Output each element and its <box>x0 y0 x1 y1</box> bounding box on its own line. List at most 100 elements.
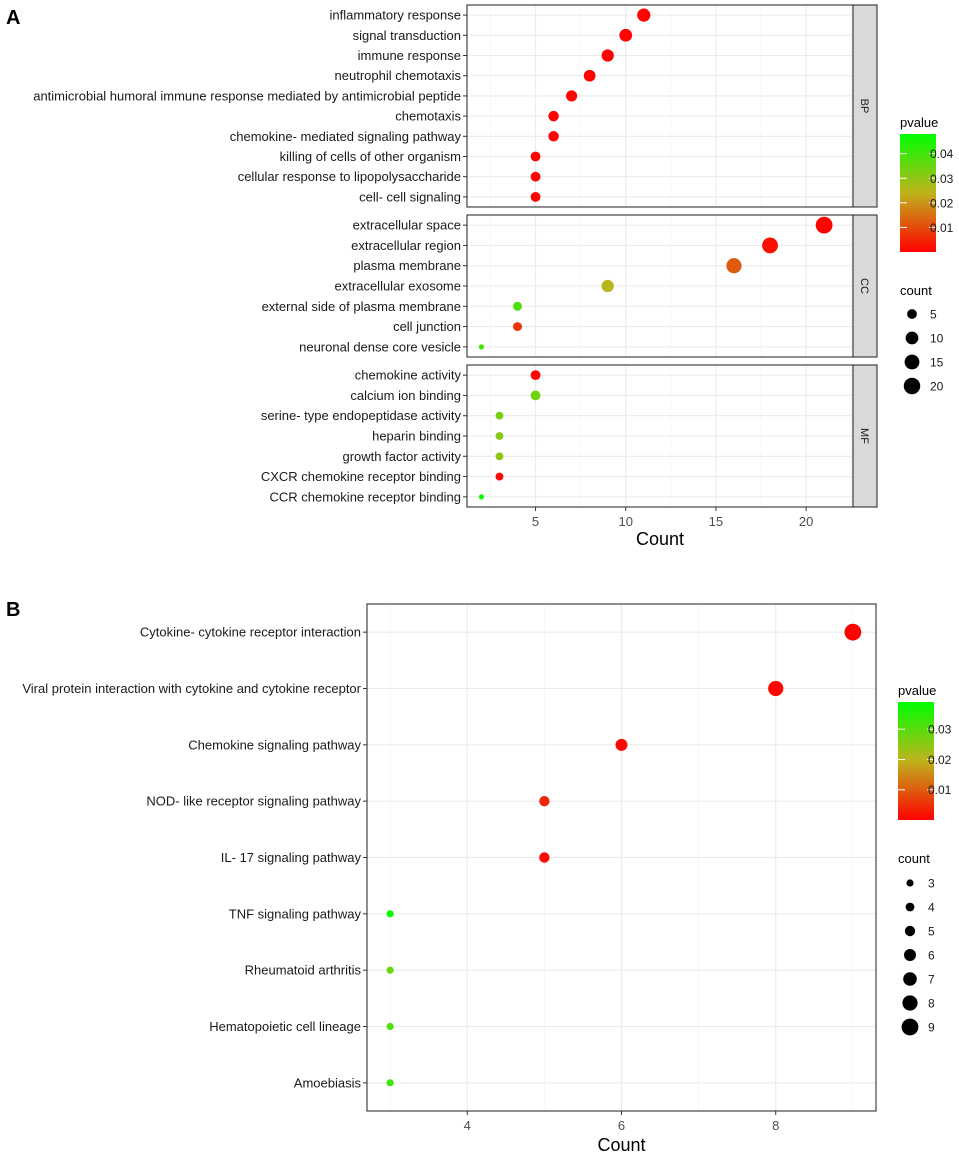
y-tick-label: extracellular space <box>353 218 461 233</box>
size-legend-key <box>903 972 917 986</box>
facet-strip <box>852 4 878 208</box>
size-legend-key <box>907 309 917 319</box>
data-point <box>539 852 550 863</box>
colorbar-tick-label: 0.01 <box>928 783 952 797</box>
pvalue-colorbar: pvalue 0.03 0.02 0.01 <box>898 683 952 820</box>
facet-panel-background <box>467 5 853 207</box>
facet-strip-label: BP <box>858 99 870 114</box>
size-legend-label: 3 <box>928 877 935 891</box>
data-point <box>386 910 394 918</box>
size-legend-key <box>904 925 916 937</box>
x-tick-label: 15 <box>709 514 723 529</box>
y-tick-label: cell- cell signaling <box>359 189 461 204</box>
data-point <box>513 301 522 311</box>
data-point <box>726 258 742 274</box>
data-point <box>530 390 541 401</box>
x-tick-label: 4 <box>464 1118 471 1133</box>
facet-strip <box>852 364 878 508</box>
colorbar-gradient <box>898 702 934 820</box>
size-legend-key <box>905 902 915 912</box>
y-tick-label: Amoebiasis <box>294 1075 362 1090</box>
data-point <box>601 49 614 62</box>
data-point <box>478 344 485 350</box>
data-point <box>548 131 559 142</box>
y-tick-label: Rheumatoid arthritis <box>245 963 362 978</box>
x-tick-label: 20 <box>799 514 813 529</box>
facet-strip <box>852 214 878 358</box>
panel-a-letter: A <box>6 7 20 29</box>
pvalue-colorbar: pvalue 0.04 0.03 0.02 0.01 <box>900 115 954 252</box>
size-legend-label: 8 <box>928 997 935 1011</box>
y-tick-label: plasma membrane <box>353 258 461 273</box>
data-point <box>513 322 522 332</box>
y-tick-label: external side of plasma membrane <box>262 299 461 314</box>
data-point <box>601 279 614 293</box>
size-legend-label: 15 <box>930 356 944 370</box>
data-point <box>566 90 578 102</box>
y-tick-label: antimicrobial humoral immune response me… <box>33 88 461 103</box>
size-legend-key <box>901 1018 919 1036</box>
y-tick-label: Chemokine signaling pathway <box>188 737 361 752</box>
data-point <box>619 28 633 42</box>
data-point <box>539 795 550 807</box>
y-tick-label: Hematopoietic cell lineage <box>209 1019 361 1034</box>
data-point <box>495 452 504 461</box>
y-tick-label: CXCR chemokine receptor binding <box>261 469 461 484</box>
facet-strip-label: MF <box>858 428 870 444</box>
size-legend-key <box>904 949 916 961</box>
size-legend-title: count <box>900 283 932 298</box>
data-point <box>478 494 485 500</box>
y-tick-label: CCR chemokine receptor binding <box>270 489 461 504</box>
x-axis-title: Count <box>597 1135 645 1154</box>
y-tick-label: neutrophil chemotaxis <box>335 68 462 83</box>
y-tick-label: signal transduction <box>353 28 461 43</box>
y-tick-label: heparin binding <box>372 429 461 444</box>
data-point <box>495 411 504 420</box>
x-axis-title: Count <box>636 529 684 549</box>
data-point <box>530 151 541 162</box>
y-tick-label: chemotaxis <box>395 109 461 124</box>
size-legend-key <box>906 879 914 887</box>
colorbar-tick-label: 0.04 <box>930 147 954 161</box>
facet-cc: extracellular space extracellular region p… <box>262 214 878 358</box>
y-tick-label: inflammatory response <box>330 8 462 23</box>
y-tick-label: neuronal dense core vesicle <box>299 339 461 354</box>
data-point <box>530 191 541 202</box>
count-size-legend: count 5 10 15 20 <box>900 283 944 395</box>
y-tick-label: NOD- like receptor signaling pathway <box>146 794 361 809</box>
count-size-legend: count 3 4 5 6 7 8 9 <box>898 851 935 1036</box>
size-legend-key <box>903 377 921 395</box>
data-point <box>768 680 784 697</box>
data-point <box>530 171 541 182</box>
data-point <box>844 623 862 641</box>
colorbar-tick-label: 0.01 <box>930 221 954 235</box>
size-legend-label: 4 <box>928 901 935 915</box>
data-point <box>386 1079 394 1087</box>
y-tick-label: serine- type endopeptidase activity <box>261 408 462 423</box>
data-point <box>762 237 778 254</box>
data-point <box>583 69 596 82</box>
x-tick-label: 6 <box>618 1118 625 1133</box>
data-point <box>548 110 559 122</box>
y-tick-label: growth factor activity <box>343 449 462 464</box>
data-point <box>815 216 833 234</box>
y-tick-label: killing of cells of other organism <box>280 149 461 164</box>
colorbar-tick-label: 0.03 <box>928 723 952 737</box>
colorbar-title: pvalue <box>898 683 936 698</box>
data-point <box>495 432 504 440</box>
data-point <box>495 472 504 481</box>
colorbar-tick-label: 0.03 <box>930 172 954 186</box>
size-legend-label: 10 <box>930 332 944 346</box>
y-tick-label: chemokine- mediated signaling pathway <box>230 129 462 144</box>
y-tick-label: IL- 17 signaling pathway <box>221 850 362 865</box>
y-tick-label: extracellular exosome <box>335 279 461 294</box>
colorbar-tick-label: 0.02 <box>930 196 954 210</box>
data-point <box>386 966 394 974</box>
y-tick-label: immune response <box>358 48 461 63</box>
facet-strip-label: CC <box>858 278 870 294</box>
facet-bp: inflammatory response signal transduction… <box>33 4 878 208</box>
size-legend-label: 9 <box>928 1021 935 1035</box>
size-legend-key <box>905 331 919 345</box>
size-legend-title: count <box>898 851 930 866</box>
